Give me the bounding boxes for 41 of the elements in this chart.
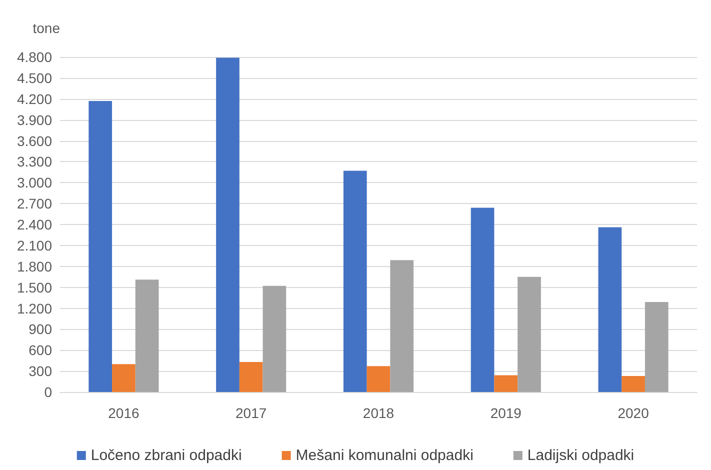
bar [88, 100, 112, 392]
x-tick-label: 2018 [362, 405, 394, 421]
y-tick-label: 600 [28, 342, 52, 358]
legend-label: Mešani komunalni odpadki [296, 447, 474, 464]
bar [112, 364, 136, 392]
bar [216, 58, 240, 392]
bar [343, 170, 367, 392]
y-tick-label: 300 [28, 363, 52, 380]
y-tick-label: 2.700 [16, 196, 52, 212]
y-tick-label: 2.100 [16, 237, 52, 254]
y-tick-label: 3.000 [16, 174, 52, 191]
y-tick-label: 1.500 [16, 279, 52, 296]
x-tick-label: 2016 [108, 405, 140, 421]
y-tick-label: 4.500 [16, 70, 52, 86]
bar [135, 280, 159, 392]
legend-label: Ločeno zbrani odpadki [90, 447, 242, 464]
bar [598, 227, 622, 392]
bar [518, 276, 541, 392]
y-tick-label: 1.800 [16, 258, 52, 274]
bar [239, 362, 263, 392]
y-axis-title: tone [32, 20, 60, 36]
y-tick-label: 2.400 [16, 216, 52, 232]
y-tick-label: 1.200 [16, 300, 52, 316]
x-tick-label: 2020 [618, 405, 650, 421]
legend-label: Ladijski odpadki [527, 447, 634, 464]
x-tick-label: 2019 [490, 405, 522, 421]
y-tick-label: 900 [28, 321, 52, 338]
x-tick-label: 2017 [236, 405, 267, 421]
y-tick-label: 4.200 [16, 90, 52, 107]
bar [494, 375, 518, 392]
bar [470, 208, 494, 392]
bar [262, 286, 286, 392]
bar [644, 302, 668, 392]
bar [390, 260, 414, 392]
y-tick-label: 3.900 [16, 112, 52, 128]
y-tick-label: 3.300 [16, 154, 52, 170]
y-tick-label: 0 [44, 384, 52, 400]
bar [622, 376, 645, 392]
y-tick-label: 3.600 [16, 132, 52, 149]
y-tick-label: 4.800 [16, 49, 52, 65]
bar [366, 366, 390, 392]
